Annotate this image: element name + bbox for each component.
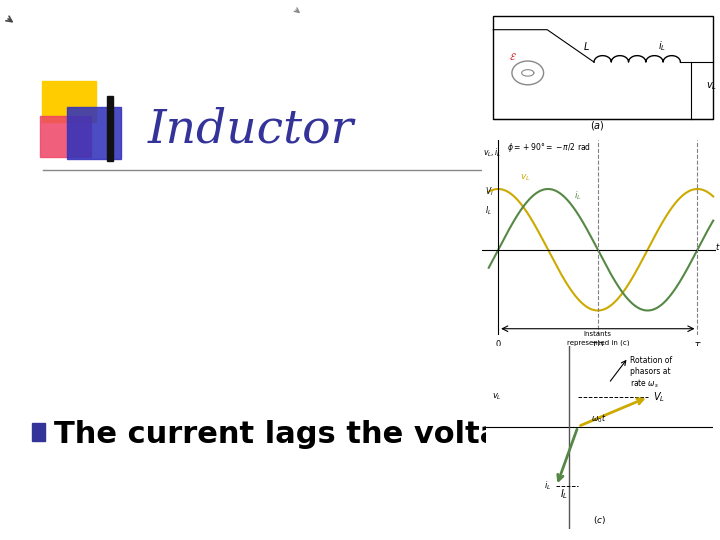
Text: $I_L$: $I_L$ <box>559 487 568 501</box>
Text: $v_L$: $v_L$ <box>492 392 502 402</box>
Text: $(c)$: $(c)$ <box>593 514 606 526</box>
Bar <box>67 107 121 159</box>
Text: $\phi=+90°=-\pi/2$ rad: $\phi=+90°=-\pi/2$ rad <box>507 140 591 153</box>
Bar <box>107 96 113 161</box>
Bar <box>40 116 91 157</box>
Text: $(a)$: $(a)$ <box>590 119 605 132</box>
Text: $(b)$: $(b)$ <box>591 345 605 357</box>
Bar <box>32 423 45 441</box>
Text: $V_i$: $V_i$ <box>485 186 494 198</box>
Text: $i_L$: $i_L$ <box>544 480 552 492</box>
Text: $v_L$: $v_L$ <box>521 173 531 184</box>
Text: Rotation of
phasors at
rate $\omega_s$: Rotation of phasors at rate $\omega_s$ <box>630 356 672 390</box>
Text: Inductor: Inductor <box>148 107 354 152</box>
Text: The current lags the voltage: The current lags the voltage <box>54 420 543 449</box>
Bar <box>493 16 713 119</box>
Text: $i_L$: $i_L$ <box>658 39 667 53</box>
Text: $t$: $t$ <box>715 241 720 252</box>
Text: $I_L$: $I_L$ <box>485 204 492 217</box>
Text: $\omega_0 t$: $\omega_0 t$ <box>591 412 607 424</box>
Text: represented in (c): represented in (c) <box>567 340 629 346</box>
Text: $v_L, i_L$: $v_L, i_L$ <box>483 146 501 159</box>
Text: $v_L$: $v_L$ <box>706 80 716 92</box>
Text: $i_L$: $i_L$ <box>575 189 582 201</box>
Text: $V_L$: $V_L$ <box>653 390 665 404</box>
Text: $L$: $L$ <box>583 40 590 52</box>
Text: $\mathcal{E}$: $\mathcal{E}$ <box>509 51 516 62</box>
Bar <box>42 81 96 122</box>
Text: Instants: Instants <box>584 331 612 337</box>
